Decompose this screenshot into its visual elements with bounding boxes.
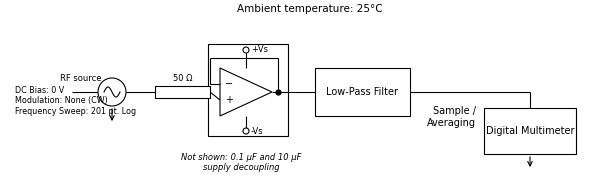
Text: +: + [225,95,233,105]
Bar [155,86,210,98]
Text: Not shown: 0.1 μF and 10 μF
supply decoupling: Not shown: 0.1 μF and 10 μF supply decou… [181,153,301,172]
Text: −: − [225,79,233,89]
Bar [315,68,410,116]
Text: +Vs: +Vs [251,46,268,55]
Text: -Vs: -Vs [251,127,264,136]
Text: Ambient temperature: 25°C: Ambient temperature: 25°C [237,4,383,14]
Text: RF source: RF source [60,74,101,83]
Text: Digital Multimeter: Digital Multimeter [486,126,574,136]
Bar [208,44,288,136]
Text: DC Bias: 0 V
Modulation: None (CW)
Frequency Sweep: 201 pt. Log: DC Bias: 0 V Modulation: None (CW) Frequ… [15,86,136,116]
Bar [484,108,576,154]
Text: 50 Ω: 50 Ω [173,74,192,83]
Circle shape [243,128,249,134]
Circle shape [98,78,126,106]
Polygon shape [220,68,272,116]
Text: Sample /
Averaging: Sample / Averaging [427,106,476,128]
Circle shape [243,47,249,53]
Text: Low-Pass Filter: Low-Pass Filter [326,87,398,97]
